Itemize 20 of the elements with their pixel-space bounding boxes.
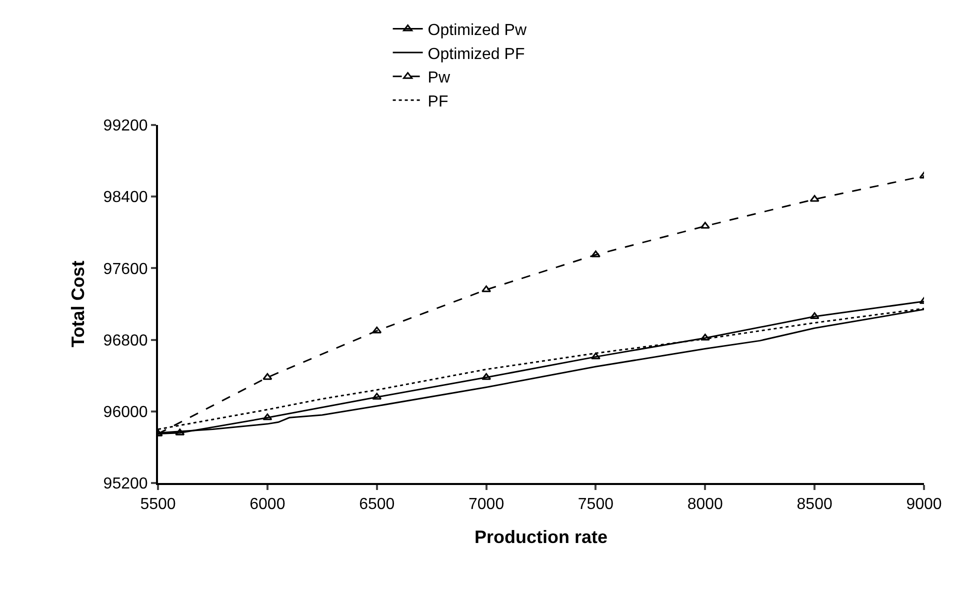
x-tick-label: 6500: [359, 496, 395, 514]
x-tick-label: 9000: [906, 496, 942, 514]
y-tick-label: 96800: [103, 332, 148, 350]
x-tick-label: 8500: [796, 496, 832, 514]
x-tick-label: 7500: [578, 496, 614, 514]
y-tick-label: 95200: [103, 476, 148, 493]
x-tick-label: 6000: [250, 496, 286, 514]
x-tick-label: 7000: [468, 496, 504, 514]
y-tick-label: 98400: [103, 189, 148, 206]
legend-label: PF: [428, 93, 448, 110]
y-axis-title: Total Cost: [68, 260, 88, 348]
legend-label: Optimized PF: [428, 46, 525, 63]
legend-label: Pw: [428, 70, 450, 87]
x-axis-title: Production rate: [474, 526, 608, 547]
x-tick-label: 5500: [140, 496, 176, 514]
y-tick-label: 99200: [103, 118, 148, 135]
legend-label: Optimized Pw: [428, 22, 527, 39]
y-tick-label: 96000: [103, 404, 148, 421]
x-tick-label: 8000: [687, 496, 724, 514]
y-tick-label: 97600: [103, 260, 148, 278]
